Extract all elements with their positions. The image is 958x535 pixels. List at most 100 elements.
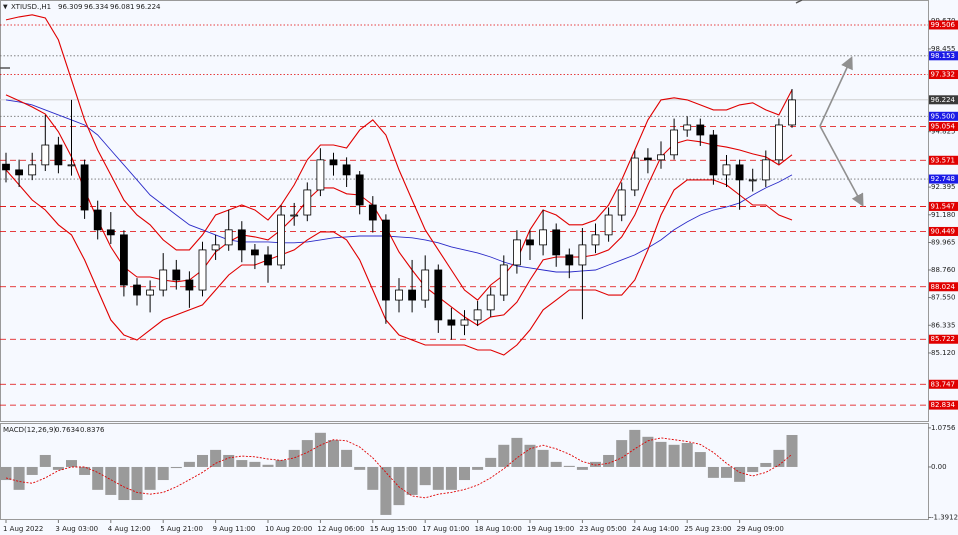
band-lower bbox=[5, 169, 793, 356]
candle-body bbox=[473, 309, 482, 321]
macd-bar bbox=[681, 442, 693, 467]
macd-label: MACD(12,26,9) bbox=[3, 426, 56, 434]
macd-bar bbox=[170, 466, 182, 469]
x-tick-label: 23 Aug 05:00 bbox=[579, 525, 626, 533]
main-panel: 99.67098.45594.82592.39591.18089.96588.7… bbox=[0, 14, 958, 410]
candle-body bbox=[277, 214, 286, 266]
candle-body bbox=[106, 229, 115, 236]
macd-bar bbox=[13, 466, 25, 490]
x-tick-label: 4 Aug 12:00 bbox=[108, 525, 151, 533]
macd-bar bbox=[0, 466, 12, 481]
macd-bar bbox=[328, 440, 339, 467]
level-box bbox=[929, 111, 958, 121]
candle-body bbox=[368, 204, 377, 221]
level-box bbox=[929, 226, 958, 236]
macd-bar bbox=[393, 466, 405, 506]
projection-arrow-down bbox=[819, 125, 864, 207]
macd-bar bbox=[616, 440, 628, 467]
ma-line bbox=[5, 99, 793, 273]
candle-body bbox=[395, 289, 403, 301]
candle-body bbox=[565, 254, 574, 266]
candle-body bbox=[355, 174, 364, 206]
level-box bbox=[929, 379, 958, 389]
x-tick-label: 9 Aug 11:00 bbox=[213, 525, 256, 533]
macd-bar bbox=[92, 466, 104, 490]
candle-body bbox=[604, 214, 613, 236]
macd-bar bbox=[26, 466, 38, 475]
dropdown-glyph[interactable]: ▼ bbox=[3, 4, 8, 11]
macd-bar bbox=[629, 429, 641, 467]
level-box bbox=[929, 51, 958, 61]
candle-body bbox=[172, 269, 181, 281]
candle-body bbox=[460, 319, 469, 326]
candle-body bbox=[670, 129, 678, 156]
x-tick-label: 29 Aug 09:00 bbox=[737, 525, 784, 533]
macd-panel: 1.0756 0.00 -1.3912 bbox=[0, 424, 958, 522]
x-tick-label: 12 Aug 06:00 bbox=[317, 525, 364, 533]
macd-bar bbox=[301, 440, 313, 467]
candle-body bbox=[788, 99, 796, 126]
level-label: 92.748 bbox=[931, 175, 956, 183]
candle-body bbox=[120, 234, 128, 286]
y-tick-label: 86.335 bbox=[931, 321, 956, 329]
macd-bar bbox=[105, 466, 117, 495]
macd-bar bbox=[367, 466, 379, 490]
macd-bar bbox=[236, 460, 248, 467]
macd-bar bbox=[288, 449, 300, 467]
band-upper bbox=[5, 14, 793, 301]
candle-body bbox=[683, 124, 692, 131]
macd-bar bbox=[131, 466, 143, 501]
level-label: 90.449 bbox=[931, 227, 956, 235]
macd-bar bbox=[485, 457, 497, 467]
candle-body bbox=[133, 284, 141, 296]
candle-body bbox=[552, 229, 561, 256]
x-tick-label: 1 Aug 2022 bbox=[3, 525, 43, 533]
macd-bar bbox=[183, 461, 195, 467]
x-tick-label: 10 Aug 20:00 bbox=[265, 525, 312, 533]
macd-bar bbox=[39, 454, 51, 467]
candle-body bbox=[28, 164, 37, 176]
level-label: 95.500 bbox=[931, 112, 956, 120]
macd-bar bbox=[275, 460, 287, 467]
level-label: 88.024 bbox=[931, 283, 956, 291]
candle-body bbox=[67, 164, 76, 167]
candle-body bbox=[316, 159, 325, 191]
level-box bbox=[929, 282, 958, 292]
ohlc-close: 96.224 bbox=[136, 3, 161, 11]
candle-body bbox=[159, 269, 168, 291]
candle-body bbox=[41, 144, 50, 166]
macd-bar bbox=[721, 466, 732, 478]
y-tick-label: 89.965 bbox=[931, 239, 956, 247]
candle-body bbox=[434, 269, 443, 321]
macd-bar bbox=[341, 449, 353, 467]
projection-arrow-up bbox=[819, 56, 853, 127]
candle-body bbox=[591, 234, 600, 246]
drawing-stub bbox=[795, 0, 803, 4]
candle-body bbox=[421, 269, 430, 301]
macd-bar bbox=[79, 466, 91, 475]
x-tick-label: 18 Aug 10:00 bbox=[475, 525, 522, 533]
macd-bar bbox=[642, 436, 654, 467]
macd-bar bbox=[354, 466, 366, 470]
level-box bbox=[929, 155, 958, 165]
macd-bar bbox=[472, 466, 484, 470]
symbol: XTIUSD.,H1 bbox=[11, 3, 51, 11]
macd-y-tick-label: 1.0756 bbox=[931, 424, 956, 432]
macd-signal bbox=[5, 437, 793, 499]
candle-body bbox=[513, 239, 521, 266]
candle-body bbox=[381, 219, 390, 301]
x-tick-label: 17 Aug 01:00 bbox=[422, 525, 469, 533]
macd-bar bbox=[550, 461, 562, 467]
macd-bar bbox=[603, 454, 615, 467]
candle-body bbox=[526, 239, 534, 246]
candle-body bbox=[499, 264, 508, 296]
candle-body bbox=[342, 164, 351, 176]
level-label: 82.834 bbox=[931, 401, 956, 409]
macd-bar bbox=[406, 466, 418, 495]
candle-body bbox=[250, 249, 259, 256]
candle-body bbox=[748, 179, 757, 182]
level-label: 96.224 bbox=[931, 96, 956, 104]
macd-bar bbox=[498, 444, 510, 467]
candle-body bbox=[2, 163, 10, 171]
